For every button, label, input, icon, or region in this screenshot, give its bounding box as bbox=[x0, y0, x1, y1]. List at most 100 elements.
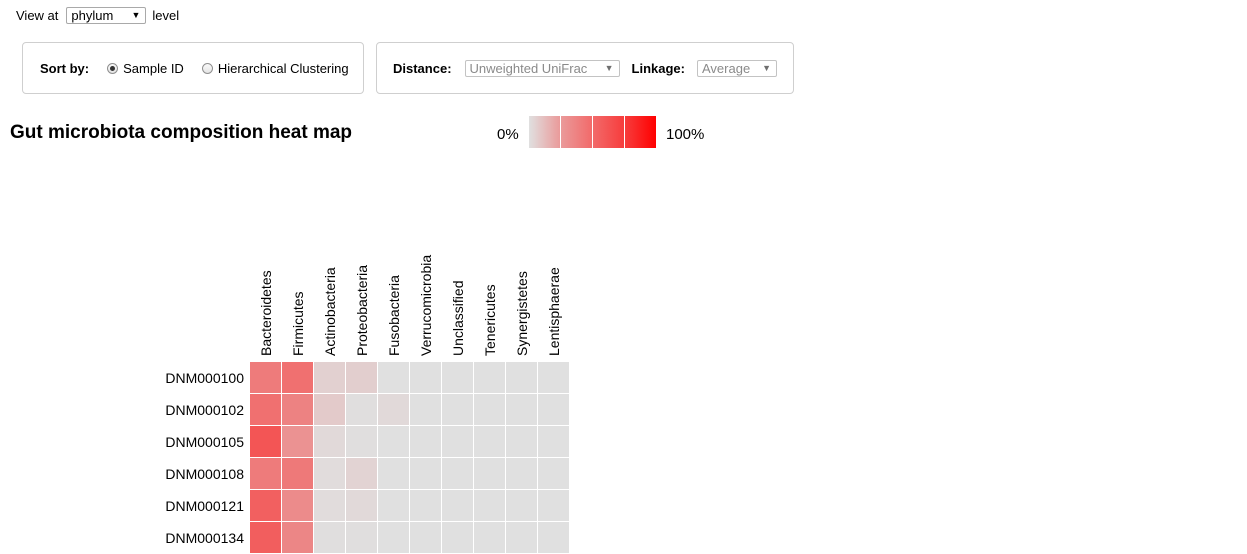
heatmap-cell[interactable] bbox=[442, 394, 473, 425]
level-suffix-label: level bbox=[152, 7, 180, 23]
heatmap-cell[interactable] bbox=[314, 394, 345, 425]
heatmap-cell[interactable] bbox=[474, 362, 505, 393]
heatmap-cell[interactable] bbox=[314, 362, 345, 393]
heatmap-cell[interactable] bbox=[378, 362, 409, 393]
level-select[interactable]: phylum ▼ bbox=[66, 6, 147, 24]
column-label: Fusobacteria bbox=[386, 275, 402, 356]
heatmap-cell[interactable] bbox=[314, 490, 345, 521]
legend-max-label: 100% bbox=[666, 126, 705, 143]
heatmap-cell[interactable] bbox=[314, 522, 345, 553]
heatmap-cell[interactable] bbox=[282, 522, 313, 553]
sort-by-label: Sort by: bbox=[40, 60, 90, 76]
heatmap-cell[interactable] bbox=[282, 490, 313, 521]
column-label: Bacteroidetes bbox=[258, 270, 274, 356]
heatmap-cell[interactable] bbox=[410, 490, 441, 521]
heatmap-cell[interactable] bbox=[442, 362, 473, 393]
heatmap-cell[interactable] bbox=[410, 426, 441, 457]
heatmap-cell[interactable] bbox=[538, 458, 569, 489]
heatmap-cell[interactable] bbox=[314, 426, 345, 457]
level-select-value: phylum bbox=[71, 7, 114, 23]
heatmap-cell[interactable] bbox=[474, 490, 505, 521]
heatmap-cell[interactable] bbox=[250, 394, 281, 425]
heatmap-cell[interactable] bbox=[474, 522, 505, 553]
heatmap-cell[interactable] bbox=[378, 458, 409, 489]
column-label: Tenericutes bbox=[482, 284, 498, 356]
heatmap-cell[interactable] bbox=[506, 458, 537, 489]
color-legend bbox=[529, 116, 656, 148]
heatmap-cell[interactable] bbox=[346, 490, 377, 521]
heatmap-cell[interactable] bbox=[346, 426, 377, 457]
chevron-down-icon: ▼ bbox=[604, 63, 614, 73]
view-at-label: View at bbox=[16, 7, 59, 23]
heatmap-cell[interactable] bbox=[410, 522, 441, 553]
heatmap-cell[interactable] bbox=[250, 458, 281, 489]
column-label: Firmicutes bbox=[290, 291, 306, 356]
heatmap-cell[interactable] bbox=[378, 522, 409, 553]
row-label: DNM000108 bbox=[165, 466, 244, 482]
distance-label: Distance: bbox=[393, 60, 452, 76]
heatmap-cell[interactable] bbox=[410, 458, 441, 489]
heatmap-cell[interactable] bbox=[442, 426, 473, 457]
heatmap-cell[interactable] bbox=[346, 394, 377, 425]
heatmap-cell[interactable] bbox=[250, 490, 281, 521]
linkage-label: Linkage: bbox=[631, 60, 685, 76]
heatmap-cell[interactable] bbox=[538, 394, 569, 425]
heatmap-cell[interactable] bbox=[538, 362, 569, 393]
heatmap-cell[interactable] bbox=[378, 426, 409, 457]
heatmap-cell[interactable] bbox=[474, 426, 505, 457]
column-label: Actinobacteria bbox=[322, 267, 338, 356]
heatmap-cell[interactable] bbox=[250, 426, 281, 457]
heatmap-cell[interactable] bbox=[506, 362, 537, 393]
heatmap-cell[interactable] bbox=[282, 362, 313, 393]
row-label: DNM000121 bbox=[165, 498, 244, 514]
heatmap-cell[interactable] bbox=[474, 394, 505, 425]
distance-select[interactable]: Unweighted UniFrac ▼ bbox=[464, 59, 620, 77]
heatmap-cell[interactable] bbox=[506, 490, 537, 521]
heatmap-cell[interactable] bbox=[442, 490, 473, 521]
sort-panel: Sort by: Sample ID Hierarchical Clusteri… bbox=[22, 42, 364, 94]
sort-sample-id-radio[interactable] bbox=[107, 62, 119, 74]
legend-min-label: 0% bbox=[497, 126, 519, 143]
heatmap-cell[interactable] bbox=[538, 426, 569, 457]
heatmap-cell[interactable] bbox=[314, 458, 345, 489]
row-label: DNM000105 bbox=[165, 434, 244, 450]
sort-clustering-radio[interactable] bbox=[201, 62, 213, 74]
sort-sample-id-option[interactable]: Sample ID bbox=[107, 61, 184, 76]
column-label: Unclassified bbox=[450, 281, 466, 356]
heatmap-cell[interactable] bbox=[442, 522, 473, 553]
chevron-down-icon: ▼ bbox=[131, 10, 141, 20]
heatmap-cell[interactable] bbox=[346, 458, 377, 489]
column-label: Proteobacteria bbox=[354, 265, 370, 356]
heatmap-cell[interactable] bbox=[410, 394, 441, 425]
heatmap-cell[interactable] bbox=[474, 458, 505, 489]
heatmap-cell[interactable] bbox=[282, 426, 313, 457]
heatmap-cell[interactable] bbox=[506, 522, 537, 553]
heatmap-cell[interactable] bbox=[442, 458, 473, 489]
heatmap-cell[interactable] bbox=[378, 394, 409, 425]
chevron-down-icon: ▼ bbox=[762, 63, 771, 73]
heatmap-cell[interactable] bbox=[506, 426, 537, 457]
chart-title: Gut microbiota composition heat map bbox=[10, 122, 353, 143]
column-label: Synergistetes bbox=[514, 271, 530, 356]
row-label: DNM000134 bbox=[165, 530, 244, 546]
linkage-select[interactable]: Average ▼ bbox=[697, 59, 777, 77]
distance-select-value: Unweighted UniFrac bbox=[469, 60, 588, 76]
heatmap-cell[interactable] bbox=[250, 362, 281, 393]
linkage-select-value: Average bbox=[702, 60, 751, 76]
heatmap-cell[interactable] bbox=[378, 490, 409, 521]
heatmap-cell[interactable] bbox=[538, 490, 569, 521]
heatmap-cell[interactable] bbox=[282, 458, 313, 489]
heatmap-cell[interactable] bbox=[506, 394, 537, 425]
heatmap-cell[interactable] bbox=[282, 394, 313, 425]
clustering-options-panel: Distance: Unweighted UniFrac ▼ Linkage: … bbox=[376, 42, 794, 94]
heatmap-cell[interactable] bbox=[346, 522, 377, 553]
heatmap-cell[interactable] bbox=[250, 522, 281, 553]
legend-swatch bbox=[561, 116, 592, 148]
column-label: Verrucomicrobia bbox=[418, 255, 434, 356]
heatmap-cell[interactable] bbox=[346, 362, 377, 393]
heatmap-cell[interactable] bbox=[410, 362, 441, 393]
legend-swatch bbox=[593, 116, 624, 148]
sort-clustering-option[interactable]: Hierarchical Clustering bbox=[201, 61, 349, 76]
heatmap-cell[interactable] bbox=[538, 522, 569, 553]
